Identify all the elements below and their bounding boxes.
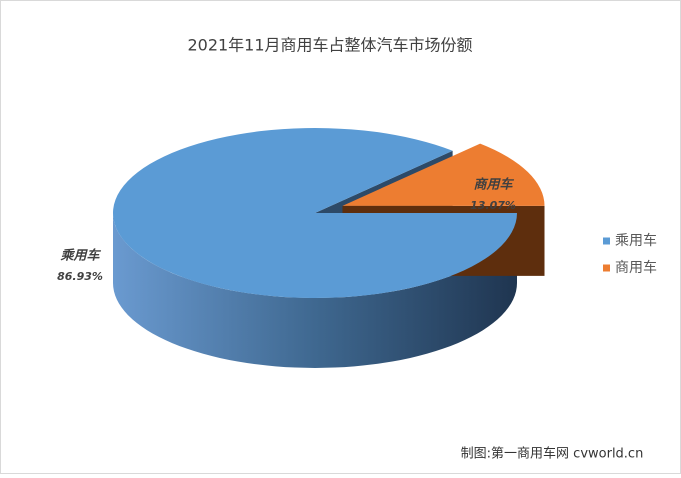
slice bbox=[342, 143, 545, 206]
data-label-name: 商用车 bbox=[473, 177, 514, 193]
legend-swatch bbox=[603, 237, 610, 245]
data-label-value: 13.07% bbox=[470, 199, 516, 212]
legend-label: 乘用车 bbox=[615, 232, 657, 249]
chart-title: 2021年11月商用车占整体汽车市场份额 bbox=[187, 36, 472, 55]
source-note: 制图:第一商用车网 cvworld.cn bbox=[461, 446, 644, 462]
data-label-value: 86.93% bbox=[57, 270, 103, 283]
legend-label: 商用车 bbox=[615, 259, 657, 276]
legend-swatch bbox=[603, 264, 610, 272]
slice bbox=[112, 127, 518, 298]
data-label-name: 乘用车 bbox=[60, 248, 101, 264]
slice-side bbox=[113, 213, 517, 368]
